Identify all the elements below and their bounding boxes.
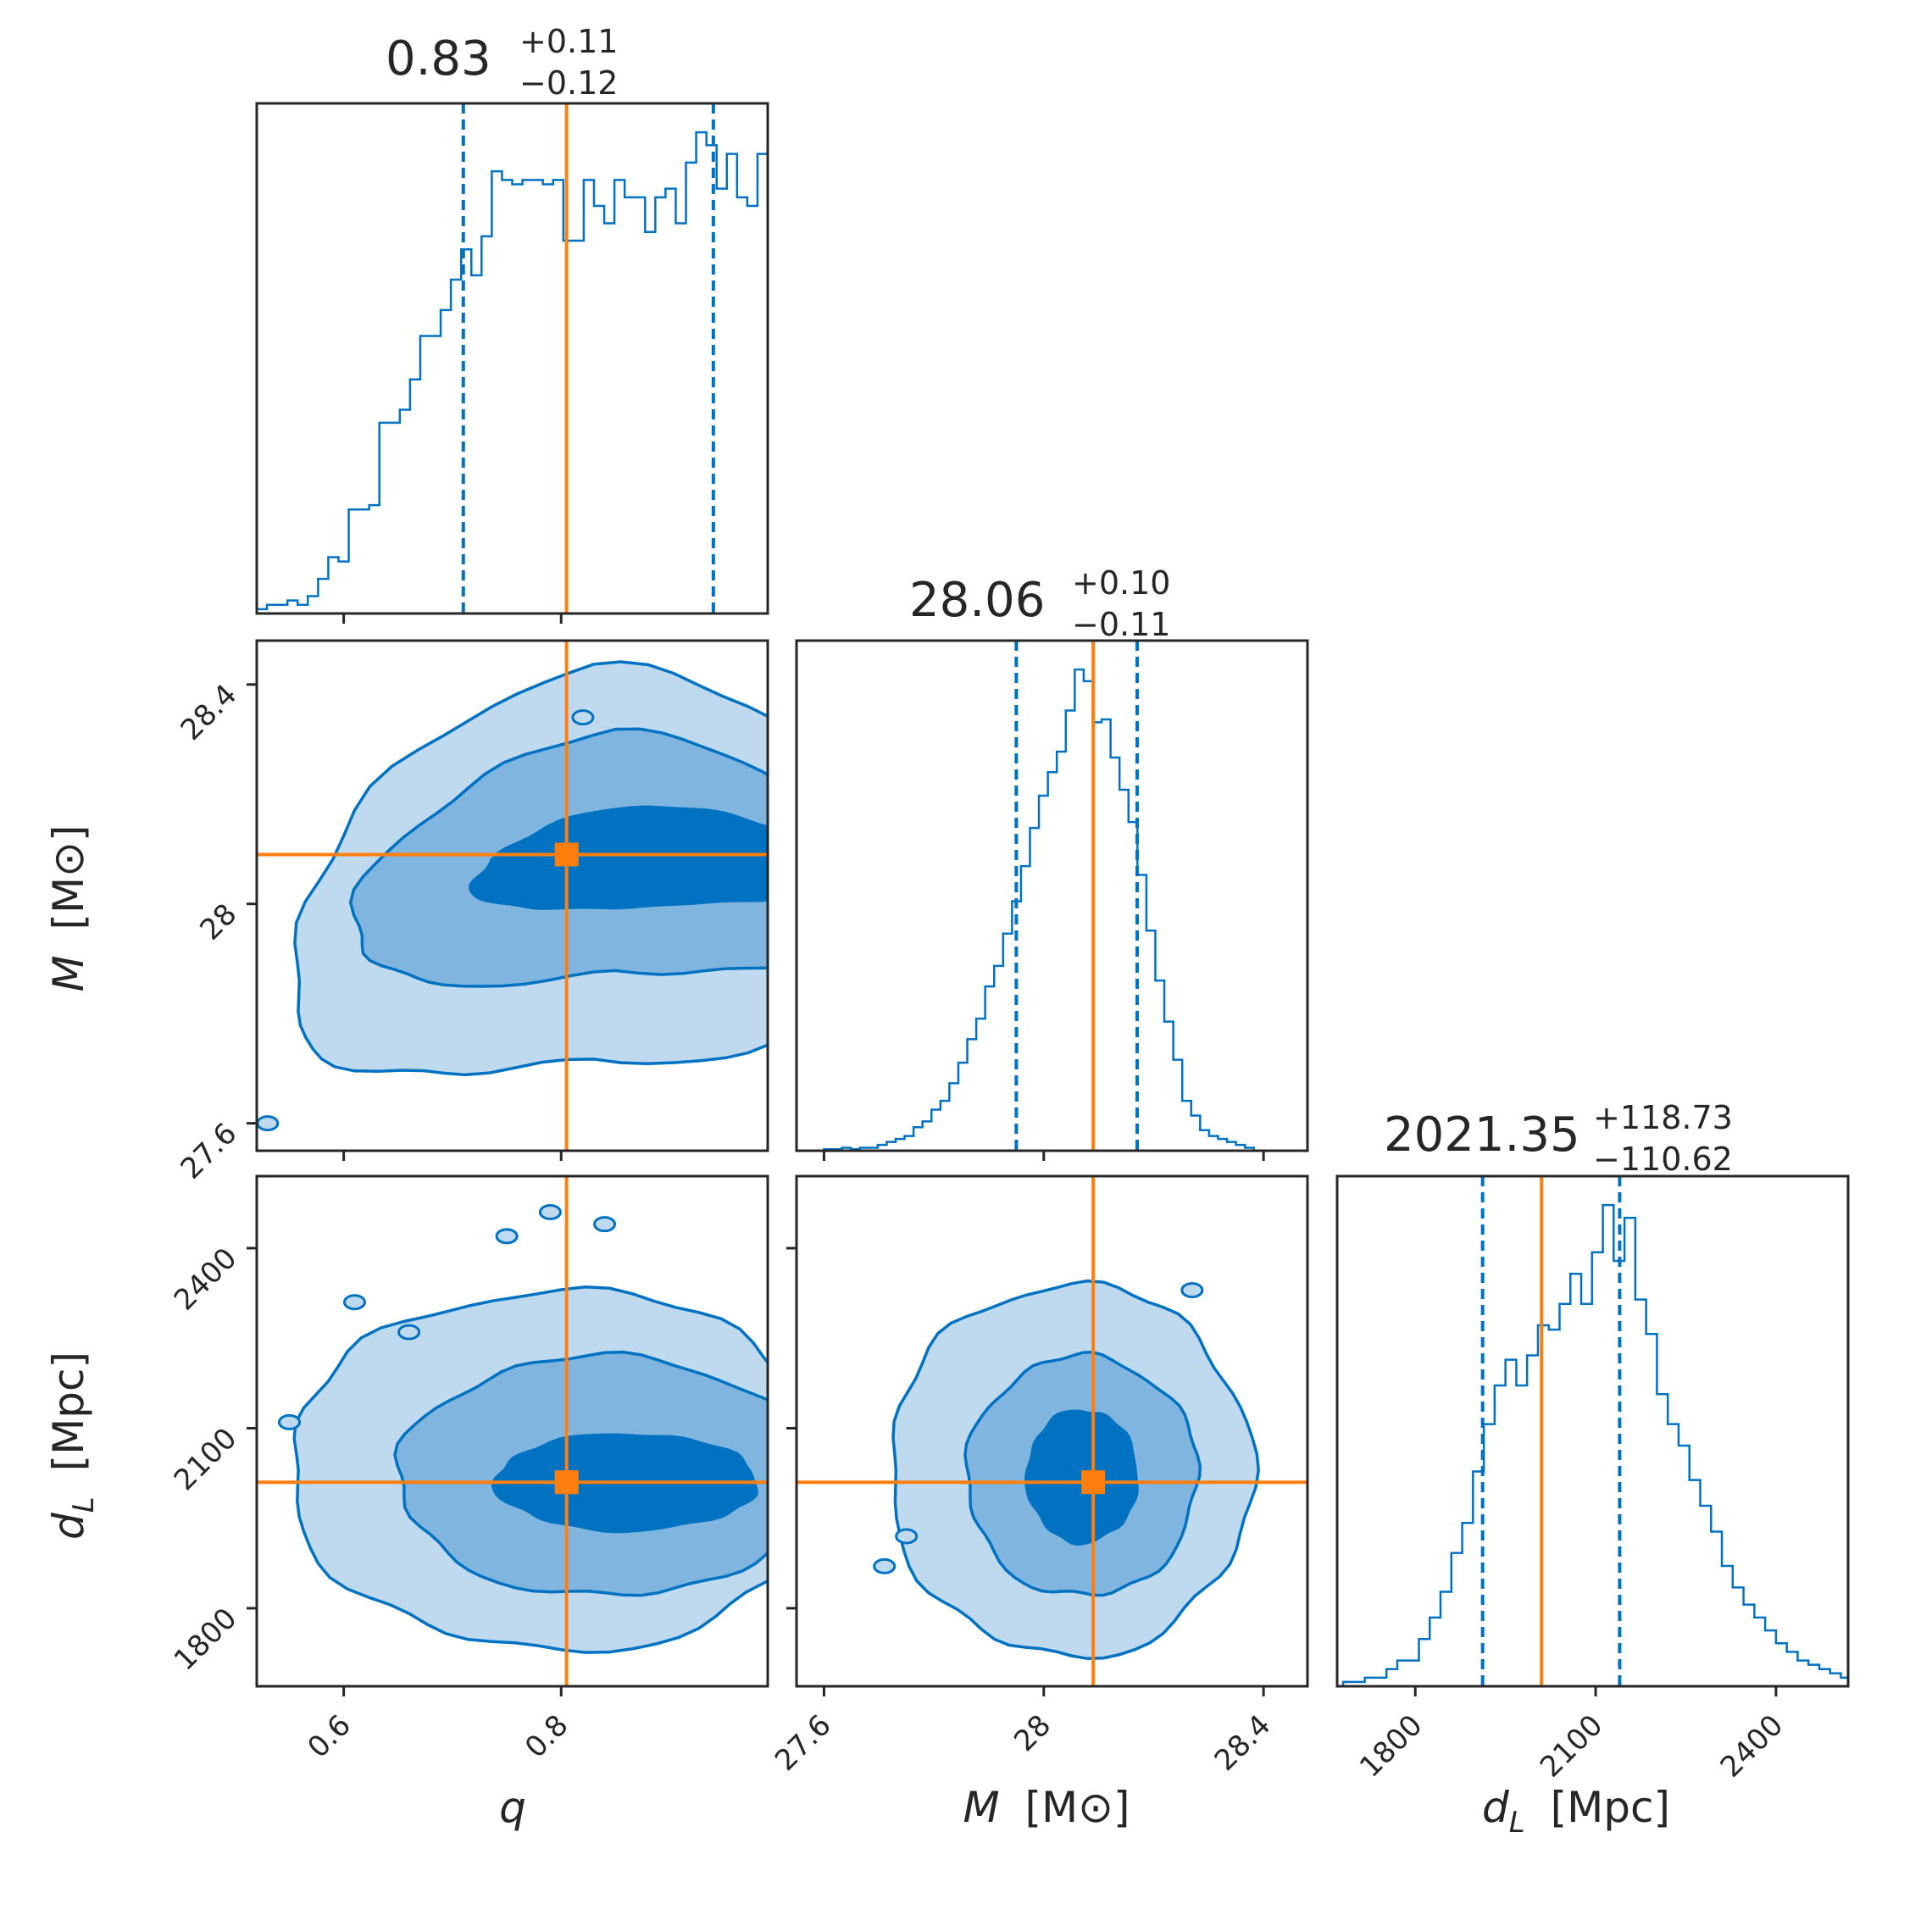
panel-M-dL-xticklabel-2: 28.4 [1208, 1708, 1278, 1778]
panel-hist-M-frame [795, 639, 1309, 1152]
title-dL-median: 2021.35 [1384, 1108, 1580, 1163]
panel-M-dL-contour-island-0 [1180, 1282, 1204, 1299]
panel-q-M-contour-level-2 [469, 805, 768, 910]
panel-hist-dL-xticklabel-1: 2100 [1534, 1708, 1609, 1784]
title-q-minus: −0.12 [519, 64, 618, 102]
title-M-median: 28.06 [909, 573, 1045, 628]
panel-hist-dL-xticklabel-2: 2400 [1714, 1708, 1790, 1784]
ylabel-M: M [M⊙] [44, 824, 93, 991]
title-M-plus: +0.10 [1072, 564, 1170, 602]
panel-q-M-yticklabel-2: 28.4 [175, 678, 244, 747]
panel-q-dL-contour-island-2 [277, 1413, 301, 1430]
panel-hist-M [795, 639, 1309, 1161]
xlabel-M-symbol: M [963, 1783, 999, 1832]
ylabel-M-symbol: M [44, 955, 93, 991]
panel-hist-dL: 1800 2100 2400 [1335, 1174, 1850, 1785]
panel-hist-q [255, 102, 769, 624]
xlabel-dL: dL [Mpc] [1482, 1783, 1670, 1842]
panel-q-M: 27.6 28 28.4 [175, 639, 769, 1186]
xlabel-M-unit: [M⊙] [1024, 1783, 1130, 1832]
panel-M-dL-xticklabel-0: 27.6 [769, 1708, 838, 1778]
panel-hist-M-histogram [823, 668, 1255, 1151]
panel-q-dL: 0.6 0.8 1800 2100 2400 [168, 1174, 769, 1765]
xlabel-dL-sub: L [1509, 1806, 1525, 1840]
title-M-minus: −0.11 [1072, 606, 1170, 643]
xlabel-dL-unit: [Mpc] [1551, 1783, 1670, 1832]
panel-q-M-truth-marker [554, 842, 579, 867]
xlabel-dL-symbol: d [1482, 1783, 1509, 1832]
ylabel-M-unit: [M⊙] [44, 824, 93, 930]
panel-q-dL-contour-island-0 [397, 1324, 421, 1341]
panel-M-dL-contour-island-1 [895, 1528, 919, 1545]
panel-M-dL-xticklabel-1: 28 [1008, 1708, 1058, 1758]
panel-q-dL-contour-island-5 [593, 1216, 617, 1233]
panel-hist-q-histogram [257, 130, 768, 613]
panel-q-dL-contour-island-4 [538, 1203, 562, 1220]
panel-q-dL-contour-island-1 [342, 1294, 366, 1311]
panel-q-M-yticklabel-1: 28 [193, 897, 243, 947]
panel-q-dL-contour-island-3 [495, 1228, 519, 1245]
panel-q-dL-yticklabel-0: 1800 [168, 1602, 243, 1677]
title-dL-plus: +118.73 [1593, 1099, 1733, 1136]
xlabel-q: q [499, 1783, 526, 1832]
title-q-plus: +0.11 [519, 23, 618, 60]
ylabel-dL: dL [Mpc] [44, 1352, 103, 1540]
panel-q-dL-yticklabel-1: 2100 [168, 1422, 243, 1497]
panel-hist-q-frame [255, 102, 769, 615]
title-q: 0.83 [386, 31, 491, 86]
panel-q-dL-xticklabel-1: 0.8 [519, 1708, 575, 1765]
panel-q-M-contour-island-0 [257, 1115, 280, 1132]
xlabel-M: M [M⊙] [963, 1783, 1130, 1832]
panel-q-M-frame [255, 639, 769, 1152]
panel-M-dL-contour-island-2 [873, 1557, 897, 1574]
ylabel-dL-sub: L [67, 1496, 101, 1513]
ylabel-dL-symbol: d [44, 1513, 93, 1540]
panel-q-dL-yticklabel-2: 2400 [168, 1241, 243, 1317]
ylabel-dL-unit: [Mpc] [44, 1352, 93, 1471]
title-dL-minus: −110.62 [1593, 1141, 1733, 1178]
panel-q-M-yticklabel-0: 27.6 [175, 1117, 244, 1186]
panel-M-dL-truth-marker [1081, 1470, 1106, 1495]
panel-M-dL: 27.6 28 28.4 [769, 1174, 1309, 1778]
panel-hist-dL-xticklabel-0: 1800 [1353, 1708, 1429, 1784]
panel-q-dL-frame [255, 1174, 769, 1688]
panel-hist-dL-frame [1335, 1174, 1850, 1688]
panel-q-M-contour-island-1 [571, 709, 595, 726]
panel-M-dL-frame [795, 1174, 1309, 1688]
panel-q-dL-truth-marker [554, 1470, 579, 1495]
panel-q-dL-xticklabel-0: 0.6 [301, 1708, 358, 1765]
title-q-median: 0.83 [386, 31, 491, 86]
